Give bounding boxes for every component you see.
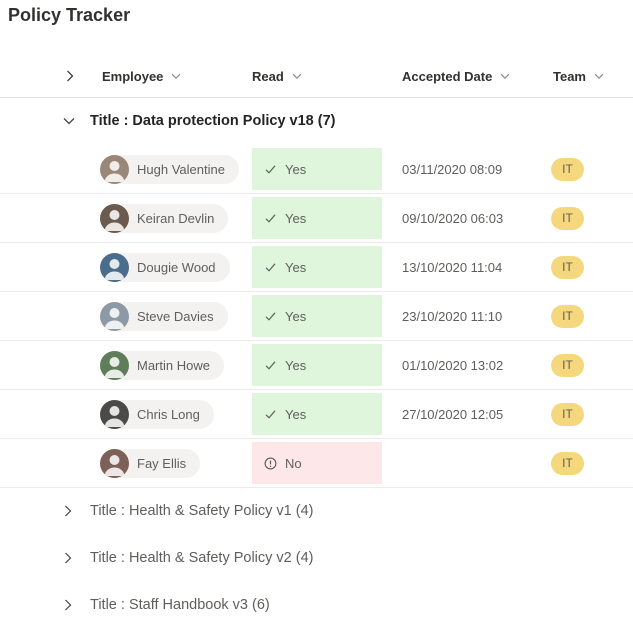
read-label: Yes (285, 259, 307, 275)
group-header-collapsed[interactable]: Title : Health & Safety Policy v1 (4) (0, 488, 633, 535)
accepted-date: 03/11/2020 08:09 (402, 162, 503, 177)
table-row[interactable]: Fay Ellis No IT (0, 439, 633, 488)
employee-chip[interactable]: Chris Long (100, 400, 214, 429)
read-status-cell: Yes (252, 393, 382, 435)
table-row[interactable]: Steve Davies Yes 23/10/2020 11:10 IT (0, 292, 633, 341)
avatar (100, 400, 129, 429)
group-title: Title : Staff Handbook v3 (6) (90, 597, 270, 613)
avatar (100, 351, 129, 380)
group-header-collapsed[interactable]: Title : Health & Safety Policy v2 (4) (0, 535, 633, 582)
read-label: Yes (285, 161, 307, 177)
read-label: No (285, 455, 302, 471)
avatar (100, 449, 129, 478)
column-header-accepted-date[interactable]: Accepted Date (402, 56, 511, 96)
group-header-collapsed[interactable]: Title : Staff Handbook v3 (6) (0, 582, 633, 629)
table-row[interactable]: Chris Long Yes 27/10/2020 12:05 IT (0, 390, 633, 439)
group-title: Title : Health & Safety Policy v2 (4) (90, 550, 314, 566)
read-status-cell: Yes (252, 246, 382, 288)
accepted-date: 23/10/2020 11:10 (402, 309, 503, 324)
chevron-down-icon (499, 70, 511, 82)
avatar (100, 204, 129, 233)
employee-name: Martin Howe (137, 358, 210, 373)
expand-group-chevron-right-icon[interactable] (61, 551, 75, 565)
accepted-date: 27/10/2020 12:05 (402, 407, 504, 422)
read-label: Yes (285, 406, 307, 422)
collapse-group-chevron-down-icon[interactable] (62, 114, 76, 128)
info-icon (264, 457, 277, 470)
employee-chip[interactable]: Dougie Wood (100, 253, 230, 282)
column-label: Team (553, 68, 586, 84)
chevron-down-icon (170, 70, 182, 82)
team-badge: IT (551, 403, 584, 426)
column-label: Accepted Date (402, 68, 493, 84)
chevron-down-icon (593, 70, 605, 82)
read-status-cell: Yes (252, 148, 382, 190)
employee-chip[interactable]: Fay Ellis (100, 449, 201, 478)
column-header-team[interactable]: Team (553, 56, 605, 96)
table-row[interactable]: Hugh Valentine Yes 03/11/2020 08:09 IT (0, 145, 633, 194)
employee-name: Steve Davies (137, 309, 214, 324)
employee-chip[interactable]: Steve Davies (100, 302, 228, 331)
read-status-cell: Yes (252, 197, 382, 239)
read-status-cell: No (252, 442, 382, 484)
employee-name: Dougie Wood (137, 260, 216, 275)
column-header-employee[interactable]: Employee (102, 56, 182, 96)
expand-group-chevron-right-icon[interactable] (61, 598, 75, 612)
avatar (100, 155, 129, 184)
employee-name: Chris Long (137, 407, 200, 422)
table-row[interactable]: Keiran Devlin Yes 09/10/2020 06:03 IT (0, 194, 633, 243)
group-header-expanded[interactable]: Title : Data protection Policy v18 (7) (0, 97, 633, 145)
read-status-cell: Yes (252, 295, 382, 337)
chevron-down-icon (291, 70, 303, 82)
page-title: Policy Tracker (8, 5, 131, 25)
group-title: Title : Data protection Policy v18 (7) (90, 113, 336, 129)
expand-group-chevron-right-icon[interactable] (61, 504, 75, 518)
table-row[interactable]: Dougie Wood Yes 13/10/2020 11:04 IT (0, 243, 633, 292)
read-label: Yes (285, 357, 307, 373)
accepted-date: 13/10/2020 11:04 (402, 260, 503, 275)
employee-name: Keiran Devlin (137, 211, 215, 226)
read-label: Yes (285, 210, 307, 226)
team-badge: IT (551, 354, 584, 377)
team-badge: IT (551, 305, 584, 328)
check-icon (264, 261, 277, 274)
check-icon (264, 310, 277, 323)
table-header-row: Employee Read Accepted Date Team (0, 56, 633, 98)
team-badge: IT (551, 207, 584, 230)
team-badge: IT (551, 256, 584, 279)
team-badge: IT (551, 452, 584, 475)
team-badge: IT (551, 158, 584, 181)
check-icon (264, 212, 277, 225)
check-icon (264, 359, 277, 372)
column-label: Employee (102, 68, 164, 84)
column-label: Read (252, 68, 284, 84)
check-icon (264, 163, 277, 176)
avatar (100, 253, 129, 282)
check-icon (264, 408, 277, 421)
employee-name: Fay Ellis (137, 456, 187, 471)
expand-all-chevron-right-icon[interactable] (63, 69, 77, 83)
accepted-date: 01/10/2020 13:02 (402, 358, 504, 373)
read-status-cell: Yes (252, 344, 382, 386)
table-row[interactable]: Martin Howe Yes 01/10/2020 13:02 IT (0, 341, 633, 390)
employee-name: Hugh Valentine (137, 162, 225, 177)
read-label: Yes (285, 308, 307, 324)
employee-chip[interactable]: Martin Howe (100, 351, 224, 380)
employee-chip[interactable]: Hugh Valentine (100, 155, 239, 184)
avatar (100, 302, 129, 331)
accepted-date: 09/10/2020 06:03 (402, 211, 504, 226)
employee-chip[interactable]: Keiran Devlin (100, 204, 229, 233)
group-title: Title : Health & Safety Policy v1 (4) (90, 503, 314, 519)
column-header-read[interactable]: Read (252, 56, 303, 96)
